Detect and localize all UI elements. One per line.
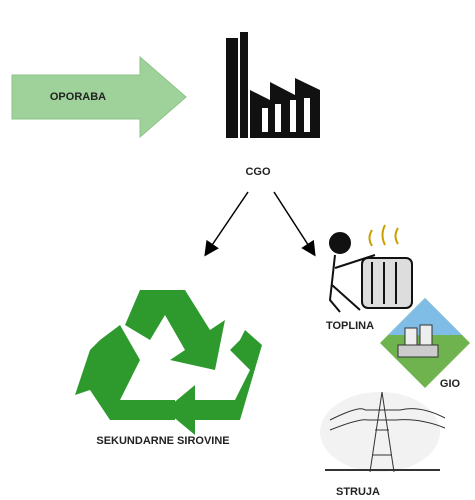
- plant-icon: [380, 298, 470, 388]
- factory-icon: [226, 32, 320, 138]
- heat-icon: [330, 225, 412, 312]
- gio-label: GIO: [440, 378, 461, 390]
- cgo-label: CGO: [245, 166, 271, 178]
- arrow: [206, 192, 248, 254]
- recycle-icon: [75, 290, 262, 435]
- power-icon: [320, 392, 445, 472]
- oporaba-label: OPORABA: [50, 91, 106, 103]
- diagram: OPORABA CGO SEKUNDARNE SIROVINE TOPLINA …: [0, 0, 475, 500]
- toplina-label: TOPLINA: [326, 320, 374, 332]
- struja-label: STRUJA: [336, 486, 380, 498]
- sekundarne-label: SEKUNDARNE SIROVINE: [96, 435, 229, 447]
- arrow: [274, 192, 314, 254]
